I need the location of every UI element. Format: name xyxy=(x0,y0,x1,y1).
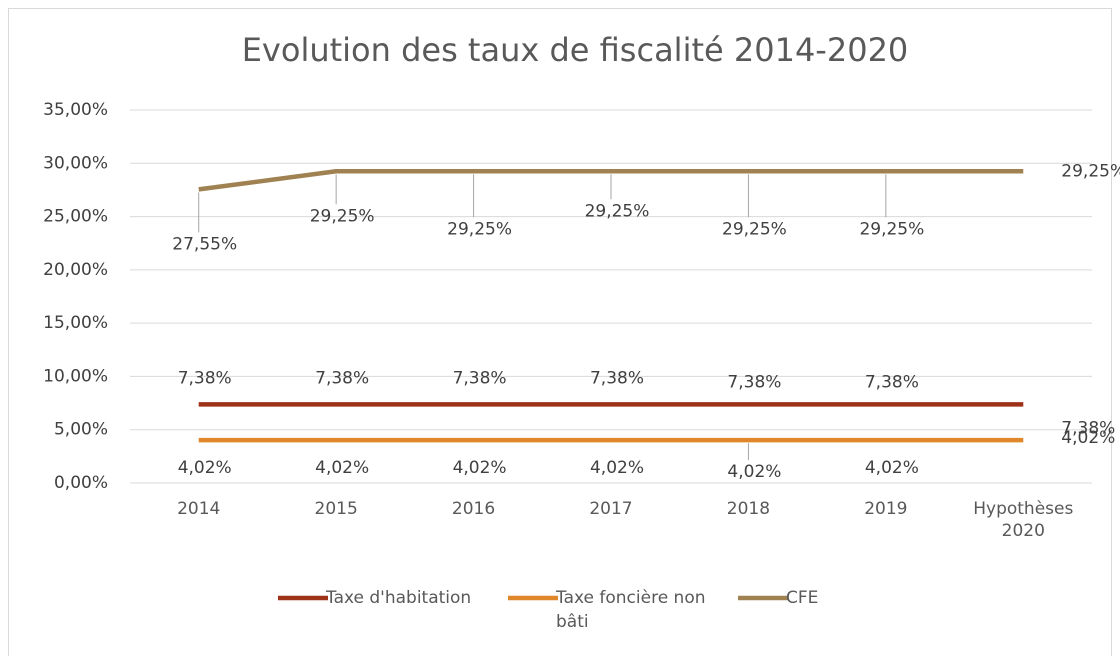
data-label: 29,25% xyxy=(447,219,512,239)
data-label: 7,38% xyxy=(727,372,781,392)
x-tick-label: 2015 xyxy=(314,499,358,519)
data-label: 4,02% xyxy=(315,458,369,478)
data-label: 27,55% xyxy=(172,234,237,254)
y-tick-label: 5,00% xyxy=(54,420,108,440)
data-label: 7,38% xyxy=(865,372,919,392)
x-tick-label: 2019 xyxy=(864,499,908,519)
chart-title: Evolution des taux de fiscalité 2014-202… xyxy=(242,31,909,69)
y-tick-label: 15,00% xyxy=(43,313,108,333)
x-tick-label: 2016 xyxy=(451,499,496,519)
legend-label: Taxe foncière non bâti xyxy=(556,588,706,632)
data-label: 4,02% xyxy=(590,458,644,478)
data-label: 4,02% xyxy=(727,462,781,482)
chart-border xyxy=(8,8,1112,656)
data-label: 7,38% xyxy=(590,368,644,388)
data-label: 4,02% xyxy=(1061,428,1115,448)
data-label: 29,25% xyxy=(310,206,375,226)
y-tick-label: 20,00% xyxy=(43,260,108,280)
y-tick-label: 10,00% xyxy=(43,366,108,386)
y-tick-label: 35,00% xyxy=(43,100,108,120)
data-label: 29,25% xyxy=(585,201,650,221)
y-tick-label: 0,00% xyxy=(54,473,108,493)
data-label: 7,38% xyxy=(453,368,507,388)
x-tick-label: 2017 xyxy=(589,499,633,519)
data-label: 29,25% xyxy=(1061,161,1120,181)
y-tick-label: 30,00% xyxy=(43,153,108,173)
x-tick-label: 2018 xyxy=(726,499,771,519)
y-tick-label: 25,00% xyxy=(43,207,108,227)
x-tick-label: 2014 xyxy=(177,499,221,519)
legend-label: CFE xyxy=(786,588,819,608)
data-label: 29,25% xyxy=(722,219,787,239)
series-line xyxy=(198,169,1024,192)
data-label: 7,38% xyxy=(178,368,232,388)
x-tick-label: Hypothèses 2020 xyxy=(973,499,1074,541)
data-label: 29,25% xyxy=(859,219,924,239)
data-label: 4,02% xyxy=(453,458,507,478)
data-label: 4,02% xyxy=(178,458,232,478)
data-label: 4,02% xyxy=(865,458,919,478)
legend-label: Taxe d'habitation xyxy=(326,588,472,608)
data-label: 7,38% xyxy=(1061,418,1115,438)
data-label: 7,38% xyxy=(315,368,369,388)
